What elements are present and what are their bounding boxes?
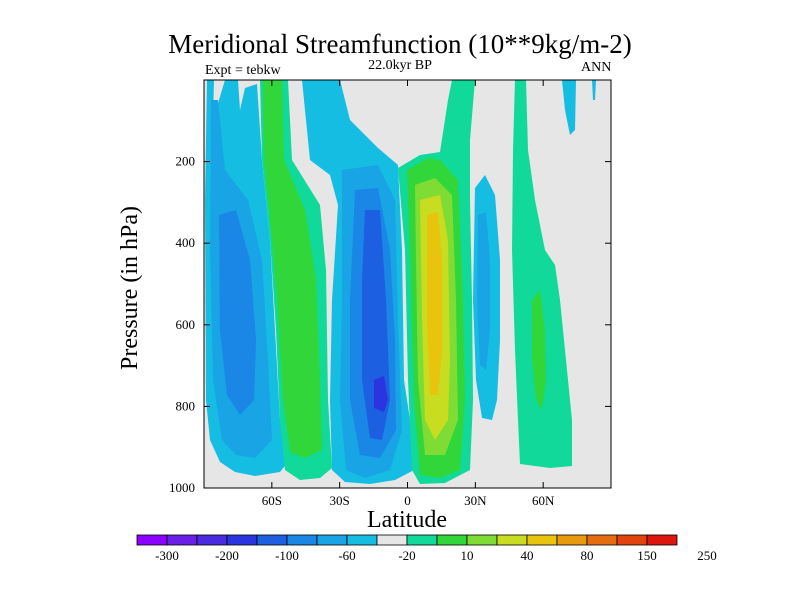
contour-south-ferrel-inner [263,80,322,458]
colorbar-swatch [316,534,348,546]
colorbar-swatch [436,534,468,546]
contour-north-polar-outer [512,80,572,468]
x-axis-label: Latitude [367,507,447,533]
chart-subtitle: 22.0kyr BP [368,58,432,73]
colorbar-swatch [466,534,498,546]
colorbar-swatch [556,534,588,546]
y-tick-label: 600 [176,317,196,332]
colorbar-swatch [526,534,558,546]
y-axis-label: Pressure (in hPa) [117,206,143,370]
colorbar-swatch [286,534,318,546]
y-tick-label: 800 [176,398,196,413]
y-axis: 200 400 600 800 1000 [169,154,611,495]
colorbar-label: -20 [398,548,415,563]
experiment-label: Expt = tebkw [205,63,281,78]
x-tick-label: 30N [464,493,487,508]
contour-north-ferrel-inner [477,212,490,370]
season-label: ANN [581,60,612,75]
colorbar-label: 10 [461,548,474,563]
contour-south-hadley-max [374,376,388,412]
colorbar-swatch [136,534,168,546]
colorbar-label: -100 [275,548,299,563]
colorbar-label: 250 [697,548,717,563]
colorbar-swatch [616,534,648,546]
contour-north-hadley-max [427,212,442,395]
contour-north-upper-negative [562,80,576,135]
colorbar-label: -200 [215,548,239,563]
contour-north-upper-sliver [592,80,596,100]
x-tick-label: 0 [404,493,411,508]
x-tick-label: 60S [262,493,282,508]
contour-north-polar-inner [532,290,546,410]
x-axis: 60S 30S 0 30N 60N [262,80,555,508]
x-tick-label: 60N [532,493,555,508]
y-tick-label: 200 [176,154,196,169]
colorbar-label: -300 [155,548,179,563]
colorbar-swatch [586,534,618,546]
colorbar-swatch [256,534,288,546]
colorbar: -300 -200 -100 -60 -20 10 40 80 150 250 [136,534,717,563]
colorbar-swatch [196,534,228,546]
colorbar-swatch [166,534,198,546]
contour-field [205,80,596,484]
colorbar-swatch [226,534,258,546]
contour-south-polar-inner [219,210,256,415]
colorbar-label: 40 [521,548,534,563]
x-tick-label: 30S [330,493,350,508]
y-tick-label: 400 [176,235,196,250]
y-tick-label: 1000 [169,480,195,495]
colorbar-swatch [406,534,438,546]
colorbar-label: 150 [637,548,657,563]
colorbar-swatch [346,534,378,546]
colorbar-swatch [376,534,408,546]
colorbar-swatch [646,534,678,546]
colorbar-label: -60 [338,548,355,563]
colorbar-swatch [496,534,528,546]
colorbar-label: 80 [581,548,594,563]
chart-title: Meridional Streamfunction (10**9kg/m-2) [168,29,632,59]
